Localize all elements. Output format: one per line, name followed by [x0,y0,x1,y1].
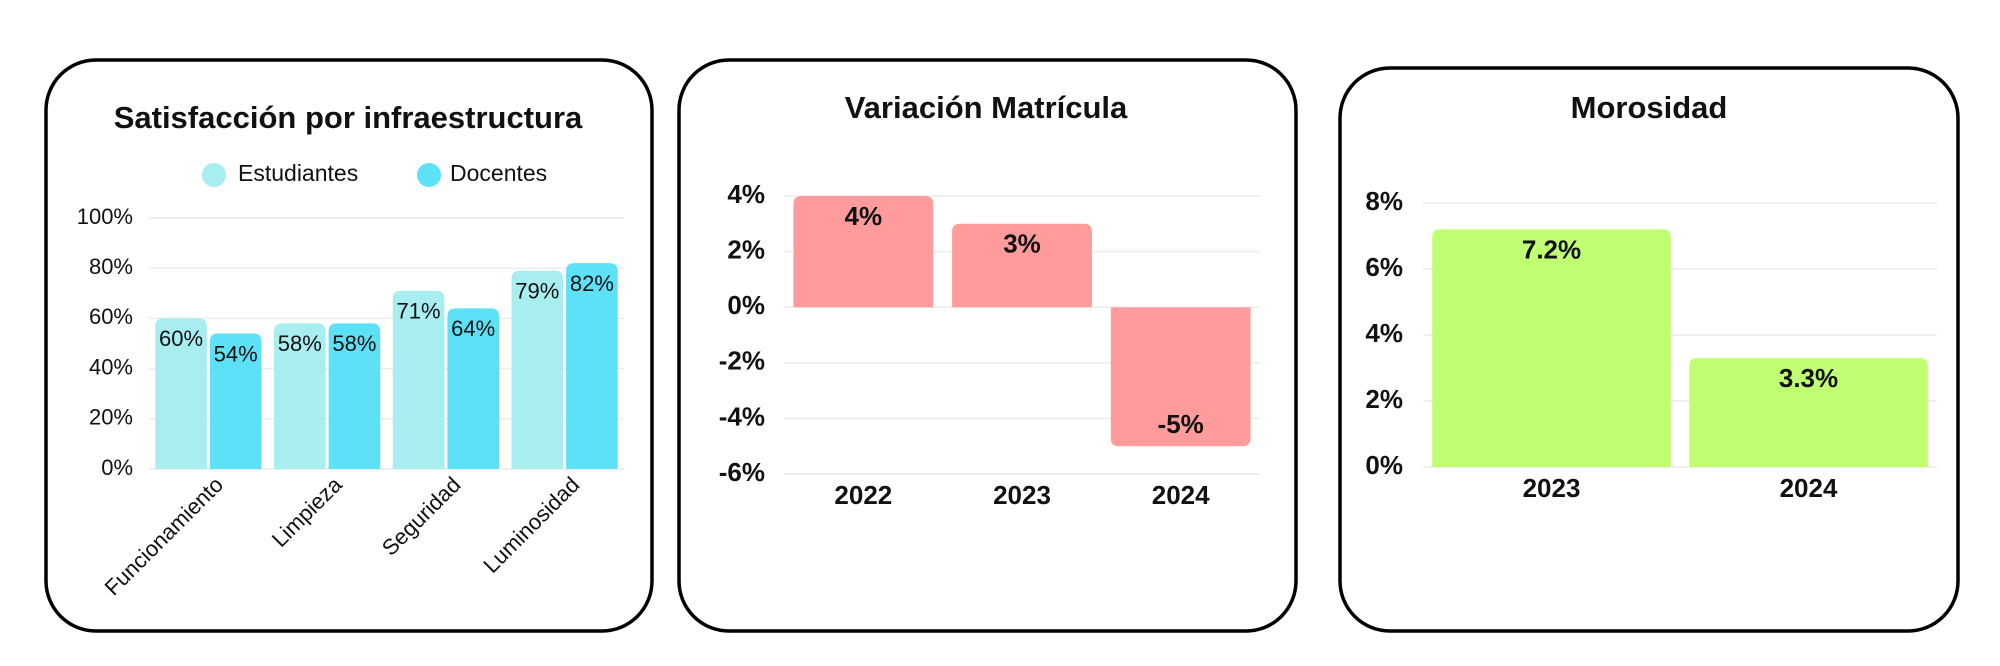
chart-title: Morosidad [1571,90,1728,125]
x-tick-label: 2023 [1523,473,1581,503]
bar [952,223,1092,308]
legend-marker [417,163,441,187]
y-tick-label: 60% [89,304,133,329]
y-tick-label: 40% [89,354,133,379]
bar [328,323,381,469]
y-tick-label: 100% [77,204,133,229]
bar [274,323,326,469]
bar [1689,358,1928,467]
x-tick-label: 2024 [1780,473,1838,503]
x-tick-label: 2023 [993,480,1051,510]
y-tick-label: -2% [719,346,765,376]
y-tick-label: 2% [1365,384,1403,414]
data-label: 3% [1003,229,1041,259]
y-tick-label: 80% [89,254,133,279]
bar [511,270,564,469]
data-label: 4% [845,201,883,231]
data-label: 64% [451,316,495,341]
bar [1110,307,1251,447]
data-label: 60% [159,326,203,351]
y-tick-label: 4% [1365,318,1403,348]
data-label: -5% [1158,409,1204,439]
y-tick-label: 6% [1365,252,1403,282]
bar [447,308,499,469]
y-tick-label: -4% [719,401,765,431]
y-tick-label: 8% [1365,186,1403,216]
data-label: 7.2% [1522,234,1581,264]
chart-title: Satisfacción por infraestructura [114,100,583,135]
data-label: 79% [515,279,559,304]
y-tick-label: 4% [727,179,765,209]
bar [1432,229,1671,467]
y-tick-label: 0% [1365,450,1403,480]
chart-title: Variación Matrícula [845,90,1128,125]
bar [392,290,445,469]
bar [155,318,207,469]
bar [209,333,262,469]
y-tick-label: 0% [101,455,133,480]
data-label: 82% [570,271,614,296]
data-label: 3.3% [1779,363,1838,393]
bar [793,196,934,308]
bar [566,263,618,469]
x-tick-label: 2024 [1152,480,1210,510]
legend-label: Docentes [450,160,547,186]
legend-label: Estudiantes [238,160,358,186]
x-tick-label: 2022 [834,480,892,510]
data-label: 58% [278,331,322,356]
y-tick-label: 0% [727,290,765,320]
y-tick-label: 20% [89,405,133,430]
data-label: 71% [397,299,441,324]
y-tick-label: -6% [719,457,765,487]
legend-marker [202,163,226,187]
y-tick-label: 2% [727,234,765,264]
data-label: 58% [332,331,376,356]
data-label: 54% [214,341,258,366]
